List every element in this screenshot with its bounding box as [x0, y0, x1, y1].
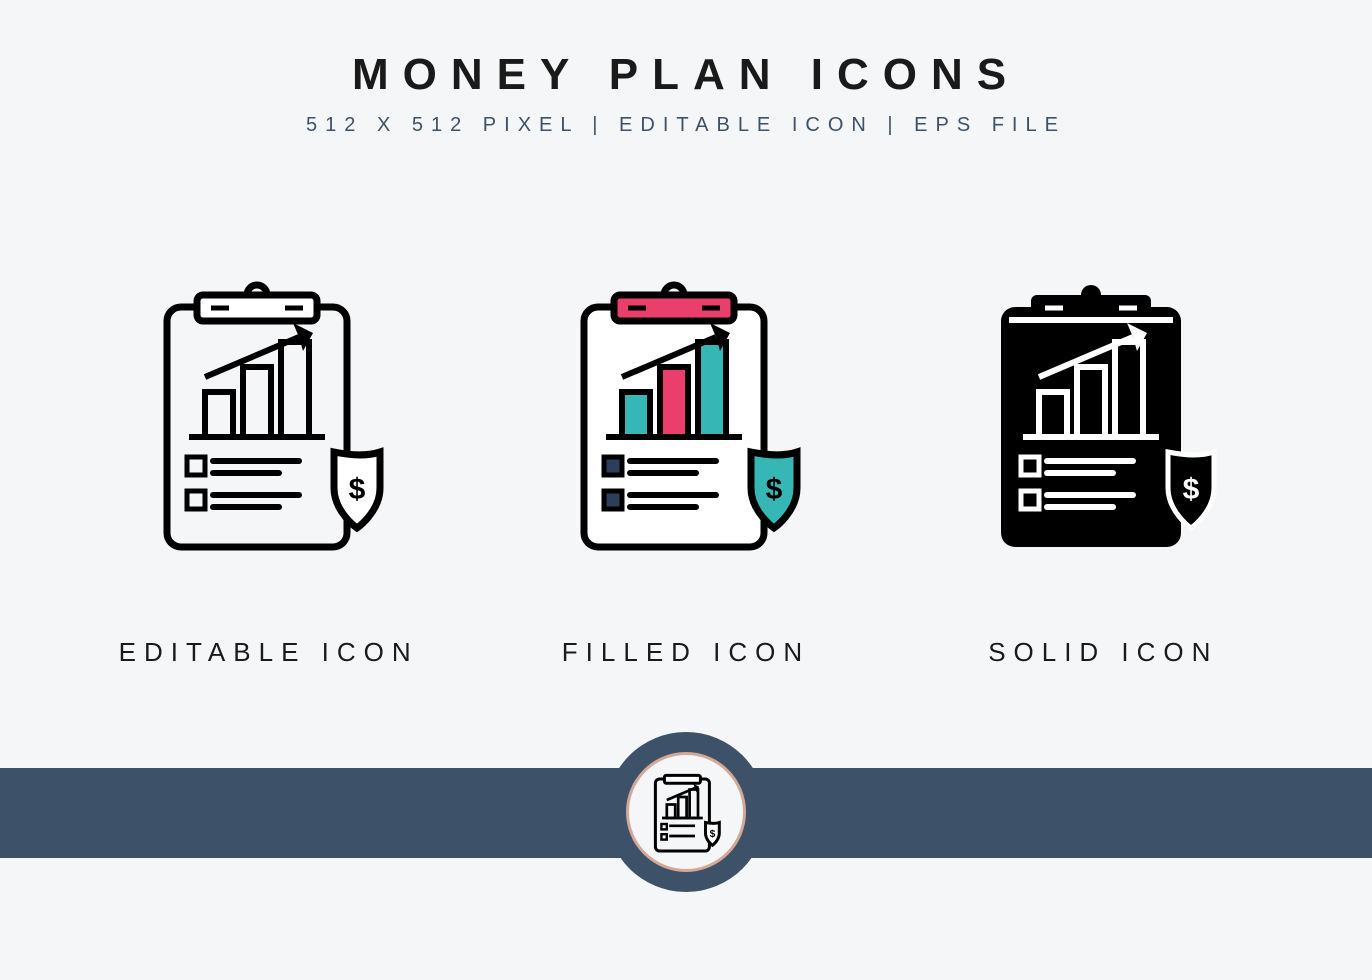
svg-text:$: $	[348, 473, 365, 506]
icons-row: $ EDITABLE ICON	[0, 277, 1372, 668]
page-subtitle: 512 X 512 PIXEL | EDITABLE ICON | EPS FI…	[0, 114, 1372, 137]
icon-col-editable: $ EDITABLE ICON	[62, 277, 475, 668]
svg-text:$: $	[1183, 473, 1200, 506]
svg-text:$: $	[766, 473, 783, 506]
svg-text:$: $	[710, 829, 716, 840]
icon-label-editable: EDITABLE ICON	[119, 637, 419, 668]
icon-label-solid: SOLID ICON	[988, 637, 1218, 668]
icon-col-solid: $ SOLID ICON	[897, 277, 1310, 668]
money-plan-solid-icon: $	[973, 277, 1233, 557]
icon-col-filled: $ FILLED ICON	[479, 277, 892, 668]
footer-badge: $	[606, 732, 766, 892]
footer-badge-inner: $	[626, 752, 746, 872]
icon-label-filled: FILLED ICON	[562, 637, 810, 668]
page-title: MONEY PLAN ICONS	[0, 50, 1372, 100]
money-plan-filled-icon: $	[556, 277, 816, 557]
money-plan-mini-icon: $	[650, 770, 722, 854]
header: MONEY PLAN ICONS 512 X 512 PIXEL | EDITA…	[0, 0, 1372, 137]
money-plan-outline-icon: $	[139, 277, 399, 557]
